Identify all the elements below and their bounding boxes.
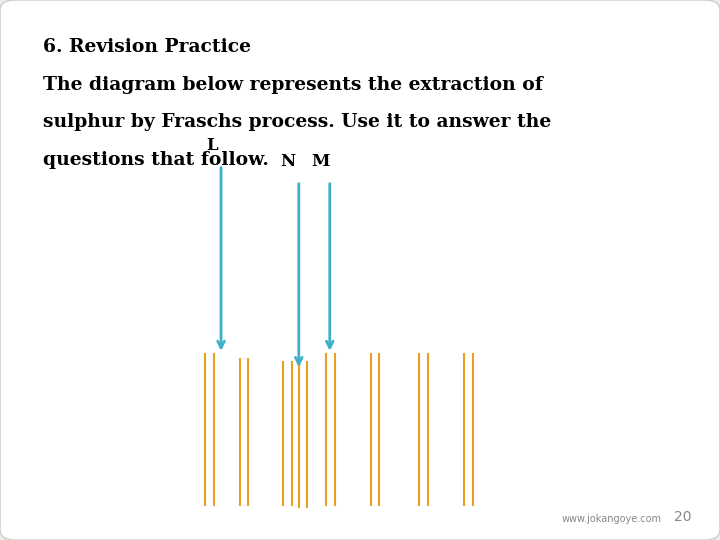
Text: The diagram below represents the extraction of: The diagram below represents the extract… [43, 76, 543, 93]
Text: sulphur by Fraschs process. Use it to answer the: sulphur by Fraschs process. Use it to an… [43, 113, 552, 131]
Text: questions that follow.: questions that follow. [43, 151, 269, 169]
Text: www.jokangoye.com: www.jokangoye.com [562, 514, 662, 524]
Text: L: L [207, 137, 218, 154]
Text: 20: 20 [674, 510, 691, 524]
Text: 6. Revision Practice: 6. Revision Practice [43, 38, 251, 56]
Text: N: N [280, 153, 296, 170]
Text: M: M [311, 153, 330, 170]
